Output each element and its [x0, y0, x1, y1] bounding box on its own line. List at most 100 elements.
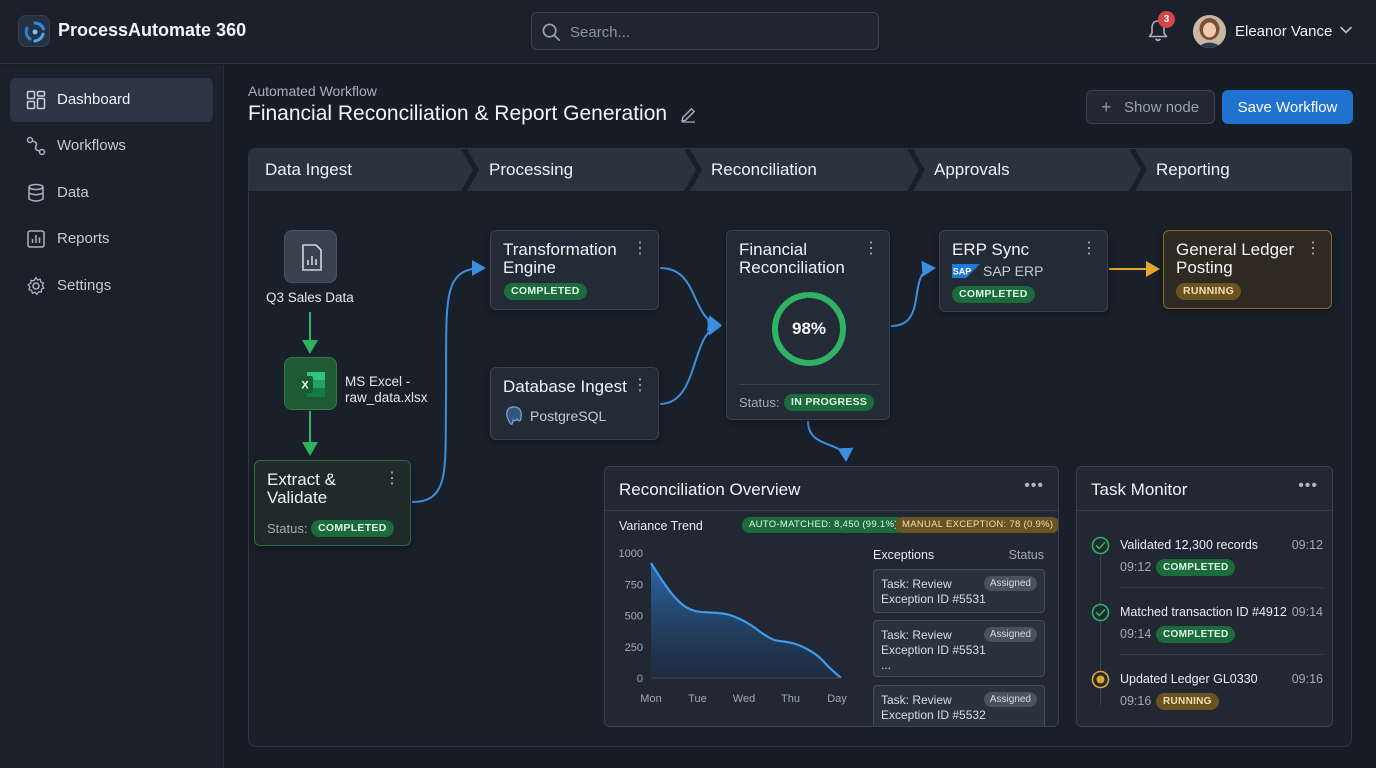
- chevron-down-icon[interactable]: [1340, 26, 1352, 34]
- exception-card[interactable]: Task: Review Exception ID #5532 Assigned: [873, 685, 1045, 726]
- more-options-icon[interactable]: ⋮: [632, 377, 648, 394]
- sidebar-item-workflows[interactable]: Workflows: [10, 124, 213, 168]
- stage-header-bar: [249, 149, 1351, 191]
- divider: [1120, 587, 1323, 588]
- exception-status-badge: Assigned: [983, 576, 1037, 591]
- task-item[interactable]: Updated Ledger GL0330 09:16 09:16 RUNNIN…: [1077, 669, 1332, 726]
- more-options-icon[interactable]: ⋮: [1305, 240, 1321, 257]
- check-circle-icon: [1091, 536, 1110, 555]
- progress-ring: [772, 292, 846, 366]
- database-ingest-node[interactable]: Database Ingest ⋮ PostgreSQL: [490, 367, 659, 440]
- task-text: Updated Ledger GL0330: [1120, 672, 1258, 686]
- more-options-icon[interactable]: ⋮: [863, 240, 879, 257]
- task-sub-time: 09:14: [1120, 627, 1152, 641]
- progress-arc: [772, 292, 846, 366]
- erp-sync-node[interactable]: ERP Sync ⋮ SAP SAP ERP COMPLETED: [939, 230, 1108, 312]
- reconciliation-overview-panel: Reconciliation Overview ••• Variance Tre…: [604, 466, 1059, 727]
- y-tick-label: 1000: [619, 548, 643, 560]
- x-tick-label: Tue: [688, 693, 707, 705]
- more-options-icon[interactable]: •••: [1024, 477, 1044, 494]
- financial-reconciliation-node[interactable]: Financial Reconciliation ⋮ 98% Status: I…: [726, 230, 890, 420]
- notification-count-badge: 3: [1158, 11, 1175, 28]
- task-text: Matched transaction ID #4912: [1120, 605, 1287, 619]
- sidebar-item-data[interactable]: Data: [10, 171, 213, 215]
- status-badge: IN PROGRESS: [784, 394, 875, 411]
- exception-card[interactable]: Task: Review Exception ID #5531 ... Assi…: [873, 620, 1045, 677]
- task-sub-time: 09:12: [1120, 560, 1152, 574]
- node-title-line2: Reconciliation: [739, 258, 845, 277]
- status-badge: COMPLETED: [311, 520, 394, 537]
- page-kicker: Automated Workflow: [248, 83, 377, 99]
- node-title-line2: Posting: [1176, 258, 1233, 277]
- report-icon: [27, 230, 45, 248]
- sidebar: Dashboard Workflows Data Reports Set: [0, 65, 224, 768]
- transformation-engine-node[interactable]: Transformation Engine ⋮ COMPLETED: [490, 230, 659, 310]
- sidebar-item-reports[interactable]: Reports: [10, 217, 213, 261]
- status-badge: COMPLETED: [952, 286, 1035, 303]
- show-node-button[interactable]: + Show node: [1086, 90, 1215, 124]
- task-item[interactable]: Validated 12,300 records 09:12 09:12 COM…: [1077, 535, 1332, 599]
- sidebar-item-label: Dashboard: [57, 91, 131, 108]
- node-title-line2: Validate: [267, 488, 328, 507]
- status-label: Status:: [739, 395, 780, 410]
- sidebar-item-label: Reports: [57, 230, 110, 247]
- x-tick-label: Mon: [640, 693, 661, 705]
- extract-validate-node[interactable]: Extract & Validate ⋮ Status: COMPLETED: [254, 460, 411, 546]
- more-options-icon[interactable]: •••: [1298, 477, 1318, 494]
- divider: [739, 384, 879, 385]
- avatar[interactable]: [1193, 15, 1226, 48]
- document-chart-icon: [302, 244, 322, 271]
- status-badge: RUNNING: [1176, 283, 1242, 300]
- exception-text: Task: Review Exception ID #5531: [881, 577, 991, 607]
- source-label: PostgreSQL: [530, 408, 607, 424]
- divider: [1120, 654, 1323, 655]
- app-logo-icon[interactable]: [18, 15, 50, 47]
- sidebar-item-dashboard[interactable]: Dashboard: [10, 78, 213, 122]
- stage-reconciliation: Reconciliation: [711, 160, 817, 179]
- node-title-line1: Transformation: [503, 240, 617, 259]
- sidebar-item-settings[interactable]: Settings: [10, 264, 213, 308]
- node-title: Transformation Engine: [503, 241, 617, 277]
- page-title: Financial Reconciliation & Report Genera…: [248, 102, 668, 125]
- task-item[interactable]: Matched transaction ID #4912 09:14 09:14…: [1077, 602, 1332, 666]
- user-name[interactable]: Eleanor Vance: [1235, 23, 1333, 40]
- stage-reporting: Reporting: [1156, 160, 1230, 179]
- y-tick-label: 750: [625, 579, 643, 591]
- workflow-icon: [26, 136, 46, 156]
- exception-card[interactable]: Task: Review Exception ID #5531 Assigned: [873, 569, 1045, 613]
- progress-value: 98%: [791, 319, 827, 338]
- exception-line3: ...: [881, 658, 892, 672]
- excel-file-node[interactable]: X: [284, 357, 337, 410]
- gear-icon: [27, 276, 45, 295]
- task-sub-time: 09:16: [1120, 694, 1152, 708]
- source-file-node[interactable]: [284, 230, 337, 283]
- stage-processing: Processing: [489, 160, 574, 179]
- status-label: Status:: [267, 521, 308, 536]
- search-box[interactable]: [531, 12, 879, 50]
- running-circle-icon: [1091, 670, 1110, 689]
- task-time: 09:14: [1291, 605, 1323, 619]
- edit-pencil-icon[interactable]: [680, 106, 697, 123]
- x-tick-label: Day: [827, 693, 847, 705]
- auto-matched-badge: AUTO-MATCHED: 8,450 (99.1%): [742, 517, 905, 533]
- save-workflow-button[interactable]: Save Workflow: [1222, 90, 1353, 124]
- timeline-line: [1100, 555, 1101, 705]
- search-input[interactable]: [570, 21, 870, 43]
- task-time: 09:16: [1291, 672, 1323, 686]
- status-header: Status: [1008, 548, 1044, 562]
- top-bar: ProcessAutomate 360 3 Eleanor Vance: [0, 0, 1376, 64]
- more-options-icon[interactable]: ⋮: [1081, 240, 1097, 257]
- variance-line: [650, 562, 842, 679]
- excel-file-label: MS Excel - raw_data.xlsx: [345, 374, 428, 406]
- more-options-icon[interactable]: ⋮: [384, 470, 400, 487]
- plus-icon: +: [1101, 97, 1112, 117]
- task-time: 09:12: [1291, 538, 1323, 552]
- node-title: Extract & Validate: [267, 471, 336, 507]
- x-tick-label: Thu: [781, 693, 800, 705]
- search-icon: [542, 23, 560, 41]
- panel-title: Reconciliation Overview: [619, 480, 801, 499]
- general-ledger-posting-node[interactable]: General Ledger Posting ⋮ RUNNING: [1163, 230, 1332, 309]
- exception-status-badge: Assigned: [983, 692, 1037, 707]
- x-tick-label: Wed: [733, 693, 755, 705]
- more-options-icon[interactable]: ⋮: [632, 240, 648, 257]
